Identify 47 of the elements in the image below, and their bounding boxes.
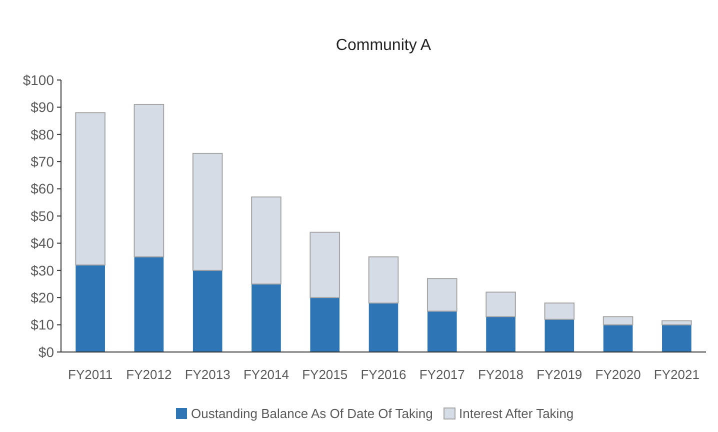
y-tick-label: $30	[30, 262, 54, 278]
bar	[426, 278, 458, 312]
y-tick-label: $20	[30, 290, 54, 306]
bar	[192, 152, 223, 271]
bar	[134, 256, 164, 352]
bar	[544, 319, 574, 352]
bar	[486, 316, 516, 352]
bar	[134, 104, 164, 258]
x-tick-label: FY2012	[126, 367, 172, 382]
bar	[252, 284, 281, 352]
x-tick-label: FY2013	[184, 367, 230, 382]
x-tick-label: FY2019	[536, 367, 582, 382]
y-tick-label: $90	[30, 99, 54, 116]
legend-label: Oustanding Balance As Of Date Of Taking	[191, 406, 433, 422]
x-tick-label: FY2017	[419, 367, 465, 382]
bar	[76, 264, 105, 352]
x-tick-label: FY2016	[360, 367, 406, 382]
x-tick-label: FY2014	[243, 367, 289, 382]
y-tick-label: $10	[30, 316, 54, 333]
bar	[368, 303, 398, 352]
bar	[602, 316, 634, 326]
y-tick-label: $0	[38, 344, 54, 360]
bar	[662, 320, 692, 326]
bar	[427, 311, 457, 352]
bar	[368, 256, 399, 304]
bar	[544, 302, 575, 320]
x-tick-label: FY2020	[595, 367, 641, 382]
x-tick-label: FY2021	[654, 367, 700, 382]
y-tick-label: $40	[30, 235, 54, 252]
legend-label: Interest After Taking	[459, 406, 574, 422]
x-tick-label: FY2015	[302, 367, 348, 382]
y-tick-label: $100	[22, 72, 54, 88]
x-tick-label: FY2011	[68, 367, 113, 382]
bar	[192, 270, 222, 352]
bar	[662, 324, 692, 352]
bar	[251, 196, 282, 284]
y-tick-label: $80	[30, 126, 54, 142]
y-tick-label: $60	[30, 180, 54, 197]
bar	[310, 298, 340, 352]
bar	[75, 112, 106, 266]
chart-title: Community A	[336, 37, 432, 54]
x-tick-label: FY2018	[478, 367, 524, 382]
y-tick-label: $70	[30, 154, 54, 170]
bar	[603, 324, 633, 352]
bar	[310, 232, 340, 298]
y-tick-label: $50	[30, 208, 54, 224]
bar	[486, 292, 516, 318]
